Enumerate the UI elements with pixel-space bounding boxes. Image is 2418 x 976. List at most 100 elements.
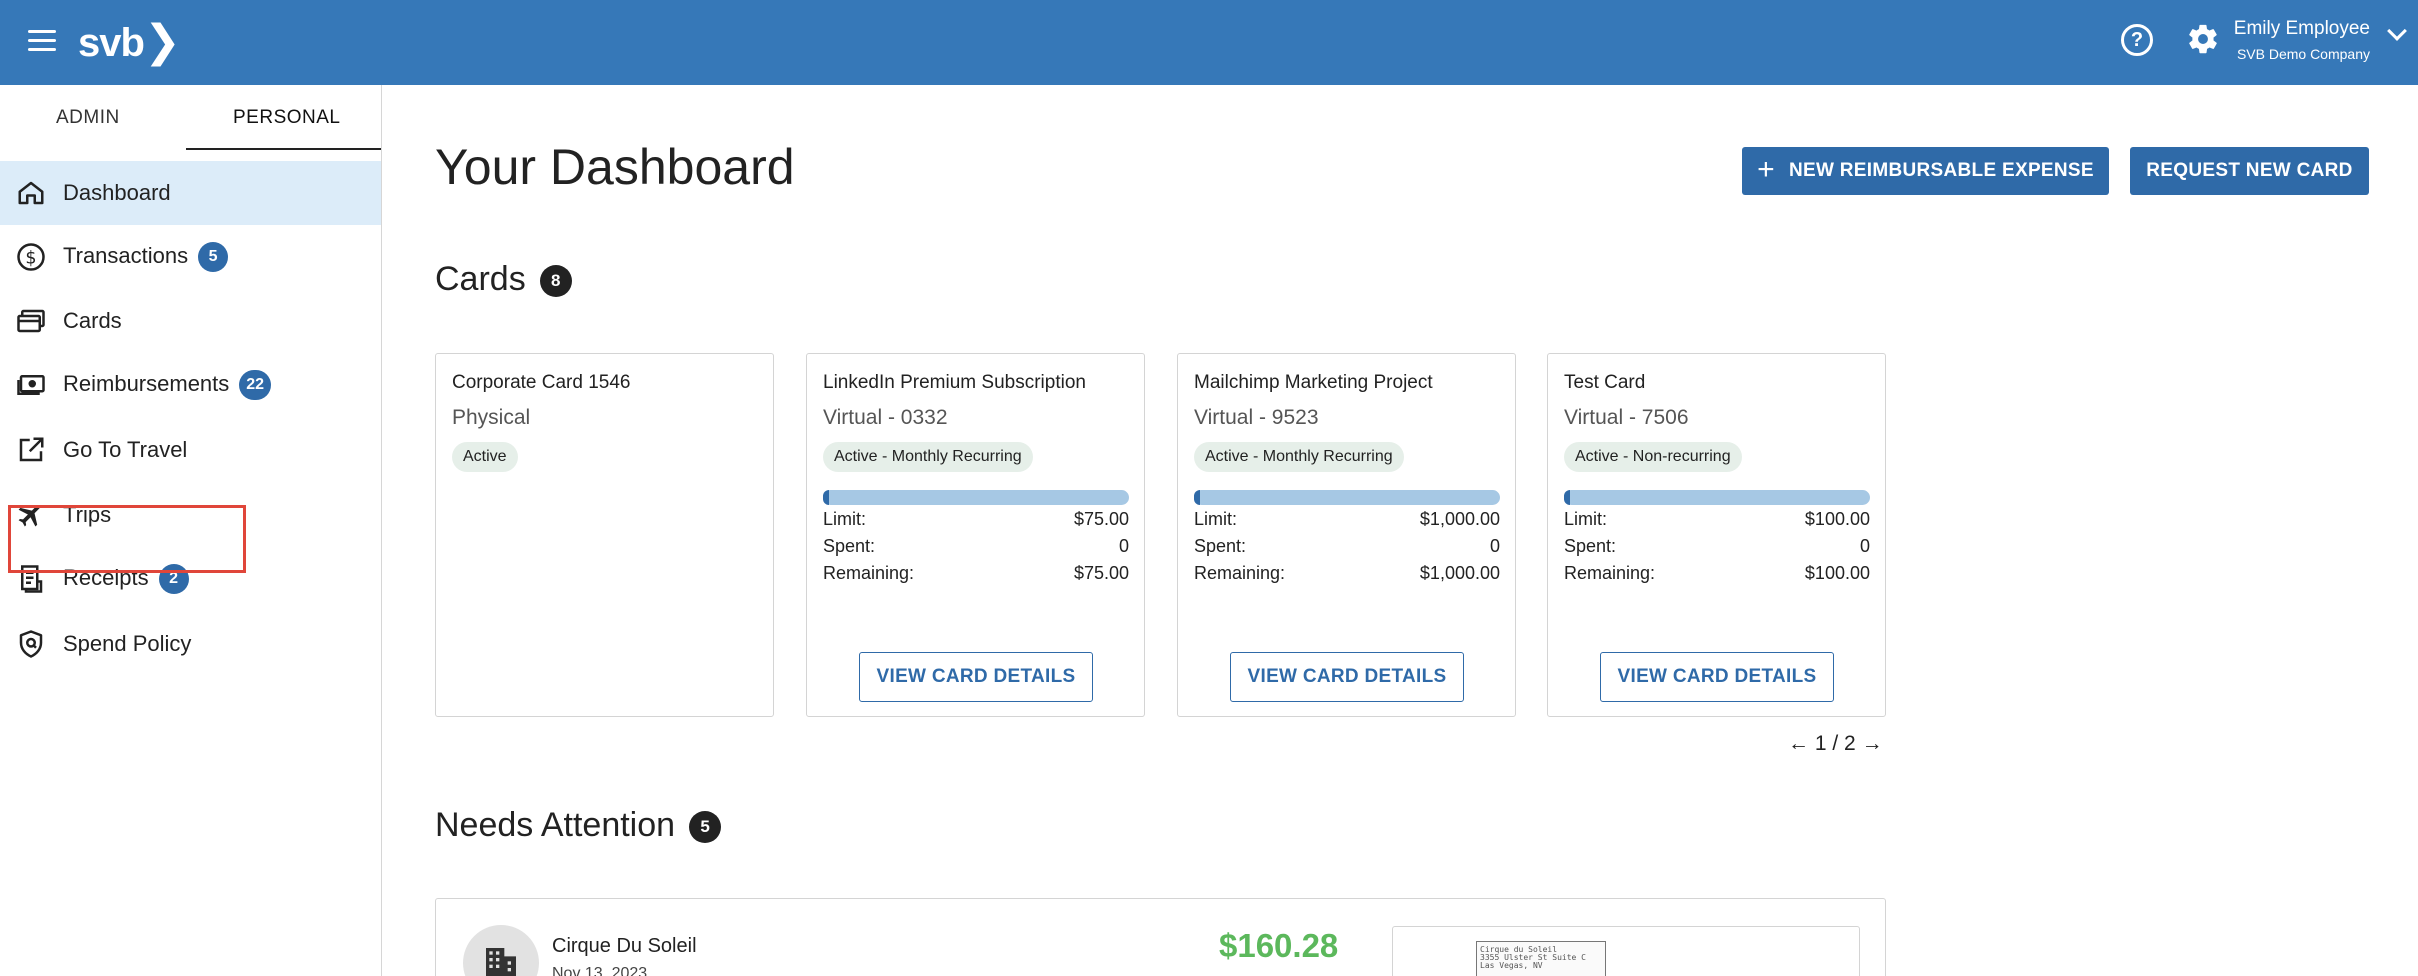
- remaining-label: Remaining:: [1564, 563, 1656, 583]
- transactions-badge: 5: [198, 242, 229, 272]
- receipt-preview[interactable]: Cirque du Soleil 3355 Ulster St Suite C …: [1392, 926, 1860, 976]
- card-tile[interactable]: Mailchimp Marketing Project Virtual - 95…: [1177, 353, 1516, 717]
- next-page-arrow[interactable]: →: [1861, 732, 1883, 755]
- card-tile[interactable]: Test Card Virtual - 7506 Active - Non-re…: [1547, 353, 1886, 717]
- spent-label: Spent:: [823, 536, 876, 556]
- highlight-box: [8, 505, 246, 573]
- card-type: Virtual - 7506: [1564, 406, 1689, 429]
- receipt-line: 3355 Ulster St Suite C: [1480, 953, 1586, 962]
- dollar-circle-icon: $: [17, 243, 45, 271]
- status-badge: Active - Monthly Recurring: [823, 442, 1033, 472]
- home-icon: [18, 181, 44, 205]
- receipt-line: Las Vegas, NV: [1480, 961, 1543, 970]
- spent-row: Spent: 0: [1564, 536, 1870, 557]
- spent-label: Spent:: [1564, 536, 1617, 556]
- sidebar-item-spend-policy[interactable]: Spend Policy: [0, 612, 381, 676]
- svg-text:$: $: [25, 248, 36, 268]
- cards-pager: ← 1 / 2 →: [1788, 732, 1883, 756]
- spent-row: Spent: 0: [823, 536, 1129, 557]
- needs-attention-title: Needs Attention 5: [435, 806, 722, 845]
- cards-section-title: Cards 8: [435, 260, 572, 299]
- user-menu[interactable]: Emily Employee SVB Demo Company: [2234, 18, 2370, 62]
- spend-progress-bar: [1564, 490, 1870, 505]
- limit-row: Limit: $100.00: [1564, 509, 1870, 530]
- tab-admin[interactable]: ADMIN: [56, 107, 120, 128]
- sidebar-item-label: Cards: [63, 308, 122, 333]
- sidebar-item-cards[interactable]: Cards: [0, 289, 381, 353]
- svb-logo[interactable]: svb❯: [78, 17, 181, 66]
- shield-icon: [19, 630, 43, 658]
- remaining-row: Remaining: $100.00: [1564, 563, 1870, 584]
- cards-icon: [17, 309, 45, 333]
- spent-value: 0: [1118, 536, 1129, 556]
- spent-value: 0: [1859, 536, 1870, 556]
- sidebar-item-label: Spend Policy: [63, 631, 192, 656]
- card-name: LinkedIn Premium Subscription: [823, 372, 1086, 393]
- card-name: Corporate Card 1546: [452, 372, 631, 393]
- page-title: Your Dashboard: [435, 139, 795, 195]
- receipt-thumbnail: Cirque du Soleil 3355 Ulster St Suite C …: [1476, 941, 1606, 976]
- cards-title-label: Cards: [435, 260, 526, 298]
- receipt-line: Cirque du Soleil: [1480, 945, 1558, 954]
- card-type: Virtual - 0332: [823, 406, 948, 429]
- card-name: Test Card: [1564, 372, 1646, 393]
- view-card-details-button[interactable]: VIEW CARD DETAILS: [859, 652, 1093, 702]
- spend-progress-fill: [1194, 490, 1200, 505]
- airplane-icon: [18, 505, 40, 527]
- cash-icon: [17, 375, 45, 395]
- transaction-amount: $160.28: [1219, 927, 1339, 964]
- reimbursements-badge: 22: [239, 370, 272, 400]
- status-badge: Active - Non-recurring: [1564, 442, 1742, 472]
- sidebar-item-label: Go To Travel: [63, 437, 188, 462]
- sidebar-item-label: Receipts 2: [63, 564, 189, 594]
- card-tile[interactable]: Corporate Card 1546 Physical Active: [435, 353, 774, 717]
- merchant-name: Cirque Du Soleil: [552, 935, 697, 957]
- chevron-down-icon[interactable]: [2387, 21, 2407, 41]
- sidebar-item-reimbursements[interactable]: Reimbursements 22: [0, 353, 381, 417]
- remaining-value: $1,000.00: [1419, 563, 1500, 583]
- card-type: Physical: [452, 406, 531, 429]
- help-icon[interactable]: ?: [2121, 24, 2153, 56]
- spent-label: Spent:: [1194, 536, 1247, 556]
- new-reimbursable-expense-button[interactable]: + NEW REIMBURSABLE EXPENSE: [1742, 147, 2109, 195]
- request-new-card-button[interactable]: REQUEST NEW CARD: [2130, 147, 2369, 195]
- remaining-value: $100.00: [1804, 563, 1870, 583]
- card-tile[interactable]: LinkedIn Premium Subscription Virtual - …: [806, 353, 1145, 717]
- limit-value: $1,000.00: [1419, 509, 1500, 529]
- card-type: Virtual - 9523: [1194, 406, 1319, 429]
- limit-value: $100.00: [1804, 509, 1870, 529]
- limit-label: Limit:: [823, 509, 867, 529]
- sidebar-item-transactions[interactable]: $ Transactions 5: [0, 225, 381, 289]
- transaction-date: Nov 13, 2023: [552, 965, 648, 976]
- sidebar-item-label: Dashboard: [63, 180, 171, 205]
- gear-icon[interactable]: [2186, 22, 2220, 56]
- sidebar-item-go-to-travel[interactable]: Go To Travel: [0, 418, 381, 482]
- cards-count-badge: 8: [539, 265, 572, 298]
- top-bar: svb❯ ? Emily Employee SVB Demo Company: [0, 0, 2418, 85]
- spend-progress-bar: [1194, 490, 1500, 505]
- new-expense-label: NEW REIMBURSABLE EXPENSE: [1788, 160, 2094, 181]
- sidebar-item-dashboard[interactable]: Dashboard: [0, 161, 381, 225]
- limit-label: Limit:: [1564, 509, 1608, 529]
- menu-icon[interactable]: [28, 30, 56, 54]
- sidebar-item-label: Transactions 5: [63, 242, 229, 272]
- remaining-row: Remaining: $75.00: [823, 563, 1129, 584]
- limit-row: Limit: $1,000.00: [1194, 509, 1500, 530]
- prev-page-arrow[interactable]: ←: [1788, 732, 1809, 755]
- page-indicator: 1 / 2: [1814, 732, 1856, 755]
- limit-value: $75.00: [1073, 509, 1129, 529]
- spent-row: Spent: 0: [1194, 536, 1500, 557]
- needs-attention-label: Needs Attention: [435, 806, 676, 844]
- needs-attention-item[interactable]: Cirque Du Soleil Nov 13, 2023 $160.28 Ci…: [435, 898, 1886, 976]
- sidebar: ADMIN PERSONAL Dashboard $ Transactions 5…: [0, 85, 382, 976]
- active-tab-indicator: [186, 148, 381, 150]
- card-name: Mailchimp Marketing Project: [1194, 372, 1433, 393]
- tab-personal[interactable]: PERSONAL: [233, 107, 341, 128]
- spent-value: 0: [1489, 536, 1500, 556]
- view-card-details-button[interactable]: VIEW CARD DETAILS: [1230, 652, 1464, 702]
- spend-progress-fill: [823, 490, 829, 505]
- plus-icon: +: [1757, 152, 1775, 186]
- remaining-label: Remaining:: [1194, 563, 1286, 583]
- view-card-details-button[interactable]: VIEW CARD DETAILS: [1600, 652, 1834, 702]
- building-icon: [486, 948, 516, 976]
